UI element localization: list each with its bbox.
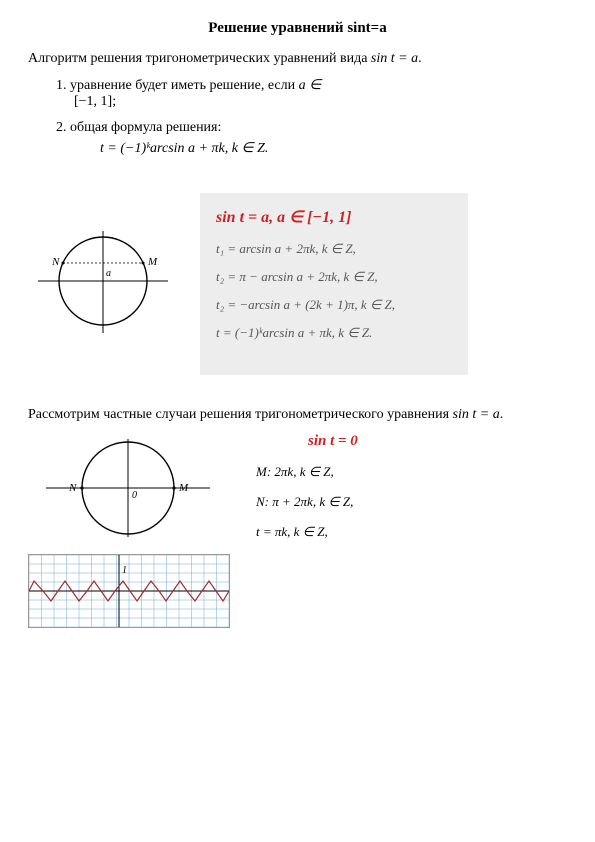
circle2-svg: N M 0 xyxy=(28,433,228,543)
algorithm-list: 1. уравнение будет иметь решение, если a… xyxy=(56,77,567,157)
rf-title: sin t = 0 xyxy=(308,433,358,450)
intro-paragraph: Алгоритм решения тригонометрических урав… xyxy=(28,51,567,67)
circle2-label-o: 0 xyxy=(132,490,137,501)
list-item-1: 1. уравнение будет иметь решение, если a… xyxy=(56,77,567,110)
unit-circle-1: N M a xyxy=(28,221,178,346)
rf-line-2: N: π + 2πk, k ∈ Z, xyxy=(256,494,358,510)
graybox-title: sin t = a, a ∈ [−1, 1] xyxy=(216,207,452,227)
right-formulas: sin t = 0 M: 2πk, k ∈ Z, N: π + 2πk, k ∈… xyxy=(256,433,358,554)
list-item-2: 2. общая формула решения: t = (−1)ᵏarcsi… xyxy=(56,120,567,157)
graybox-line-4: t = (−1)ᵏarcsin a + πk, k ∈ Z. xyxy=(216,325,452,341)
item2-text-a: общая формула решения: xyxy=(70,120,221,135)
item2-formula: t = (−1)ᵏarcsin a + πk, k ∈ Z. xyxy=(100,140,567,157)
circle1-svg: N M a xyxy=(28,221,178,341)
item1-text-b: a ∈ xyxy=(299,78,322,93)
graybox-line-2: t₂ = π − arcsin a + 2πk, k ∈ Z, xyxy=(216,269,452,285)
sine-grid: 1 xyxy=(29,555,229,627)
intro-period: . xyxy=(418,51,422,66)
formula-graybox: sin t = a, a ∈ [−1, 1] t₁ = arcsin a + 2… xyxy=(200,193,468,375)
sine-ylabel: 1 xyxy=(122,565,127,576)
item1-text-a: уравнение будет иметь решение, если xyxy=(70,78,299,93)
rf-line-1: M: 2πk, k ∈ Z, xyxy=(256,464,358,480)
graybox-line-3: t₂ = −arcsin a + (2k + 1)π, k ∈ Z, xyxy=(216,297,452,313)
circle2-label-n: N xyxy=(68,482,77,494)
lower-block: N M 0 xyxy=(28,433,567,633)
item1-text-c: [−1, 1]; xyxy=(74,94,567,110)
intro-text: Алгоритм решения тригонометрических урав… xyxy=(28,51,371,66)
rf-line-3: t = πk, k ∈ Z, xyxy=(256,524,358,540)
lower-text: Рассмотрим частные случаи решения тригон… xyxy=(28,407,453,422)
lower-text-period: . xyxy=(500,407,504,422)
lower-left-graphics: N M 0 xyxy=(28,433,228,633)
page-title: Решение уравнений sint=a xyxy=(28,20,567,37)
circle2-label-m: M xyxy=(178,482,189,494)
intro-eq: sin t = a xyxy=(371,51,418,66)
list-num-1: 1. xyxy=(56,78,67,93)
circle1-label-a: a xyxy=(106,268,111,279)
list-num-2: 2. xyxy=(56,120,67,135)
sine-graph-svg: 1 xyxy=(28,554,230,628)
lower-text-eq: sin t = a xyxy=(453,407,500,422)
circle1-label-m: M xyxy=(147,256,158,268)
lower-intro: Рассмотрим частные случаи решения тригон… xyxy=(28,407,567,423)
circle1-label-n: N xyxy=(51,256,60,268)
middle-block: N M a sin t = a, a ∈ [−1, 1] t₁ = arcsin… xyxy=(28,193,567,375)
graybox-line-1: t₁ = arcsin a + 2πk, k ∈ Z, xyxy=(216,241,452,257)
